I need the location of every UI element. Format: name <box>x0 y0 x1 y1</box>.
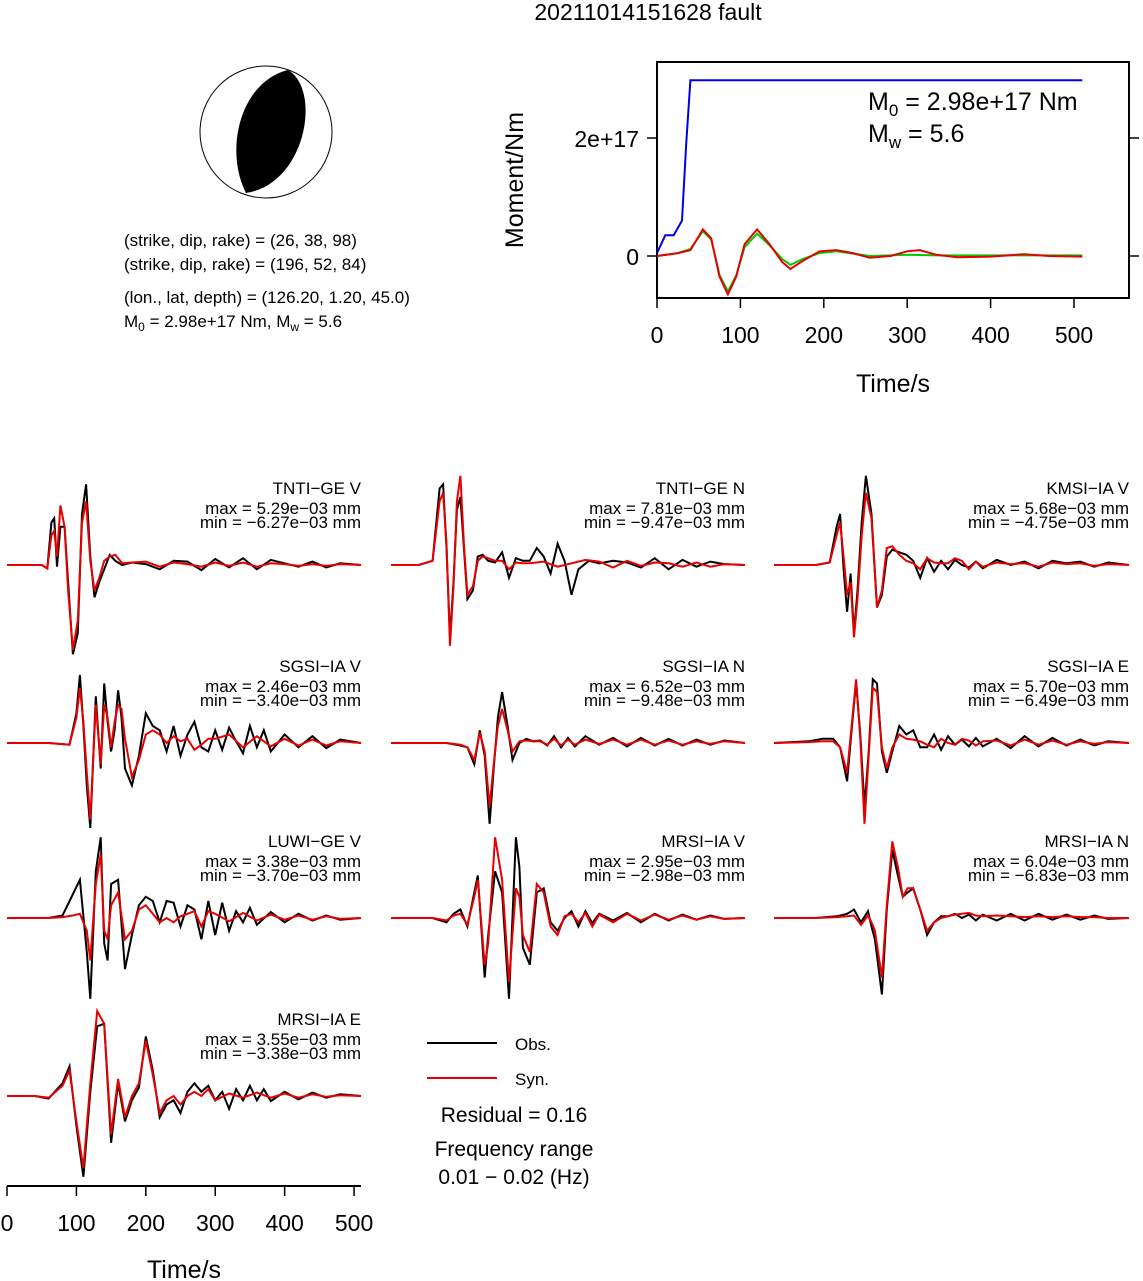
moment-xtick-label: 100 <box>721 322 759 348</box>
mechanism-plane2: (strike, dip, rake) = (196, 52, 84) <box>124 255 366 274</box>
station-min: min = −6.49e−03 mm <box>968 691 1129 710</box>
station-max: max = 5.68e−03 mm <box>973 499 1129 518</box>
moment-rate-red-line <box>656 227 1083 297</box>
waveform-xtick-label: 400 <box>265 1210 303 1236</box>
moment-lines <box>656 79 1083 297</box>
observed-waveform <box>391 691 746 824</box>
station-label: SGSI−IA V <box>279 657 361 676</box>
station-min: min = −3.38e−03 mm <box>200 1044 361 1063</box>
station-label: MRSI−IA V <box>661 832 745 851</box>
moment-frame <box>656 61 1130 299</box>
station-max: max = 5.29e−03 mm <box>205 499 361 518</box>
synthetic-waveform <box>774 492 1130 638</box>
synthetic-waveform <box>773 679 1130 824</box>
synthetic-waveform <box>391 708 746 807</box>
mechanism-plane1: (strike, dip, rake) = (26, 38, 98) <box>124 231 357 250</box>
station-label: LUWI−GE V <box>268 832 362 851</box>
waveform-xtick-label: 300 <box>196 1210 234 1236</box>
station-max: max = 2.95e−03 mm <box>589 852 745 871</box>
moment-ytick-label: 0 <box>626 244 639 270</box>
synthetic-waveform <box>774 841 1129 978</box>
waveform-xtick-label: 0 <box>1 1210 14 1236</box>
legend-residual: Residual = 0.16 <box>441 1104 588 1127</box>
station-max: max = 5.70e−03 mm <box>973 677 1129 696</box>
station-label: KMSI−IA V <box>1046 479 1129 498</box>
waveform-xlabel: Time/s <box>147 1256 221 1281</box>
moment-axes: 0 100 200 300 400 500 0 2e+17 <box>574 126 1139 348</box>
mechanism-info: (strike, dip, rake) = (26, 38, 98) (stri… <box>124 231 410 334</box>
observed-waveform <box>7 484 362 655</box>
observed-waveform <box>774 849 1130 995</box>
moment-xtick-label: 0 <box>651 322 664 348</box>
waveform-xtick-label: 200 <box>127 1210 165 1236</box>
legend-syn-label: Syn. <box>515 1070 549 1089</box>
station-max: max = 6.52e−03 mm <box>589 677 745 696</box>
moment-xtick-label: 400 <box>971 322 1009 348</box>
legend: Obs. Syn. Residual = 0.16 Frequency rang… <box>427 1035 593 1189</box>
moment-mw-annotation: Mw = 5.6 <box>868 120 964 152</box>
moment-xlabel: Time/s <box>856 370 930 398</box>
station-label: TNTI−GE V <box>273 479 362 498</box>
station-min: min = −4.75e−03 mm <box>968 513 1129 532</box>
synthetic-waveform <box>7 1007 362 1169</box>
synthetic-waveform <box>7 854 362 961</box>
station-min: min = −9.48e−03 mm <box>584 691 745 710</box>
station-max: max = 3.38e−03 mm <box>205 852 361 871</box>
cumulative-moment-line <box>656 79 1083 254</box>
mechanism-location: (lon., lat, depth) = (126.20, 1.20, 45.0… <box>124 288 410 307</box>
station-min: min = −9.47e−03 mm <box>584 513 745 532</box>
waveform-xtick-label: 100 <box>57 1210 95 1236</box>
moment-rate-green-line <box>656 229 1083 294</box>
moment-xtick-label: 300 <box>888 322 926 348</box>
synthetic-waveform <box>7 501 362 651</box>
station-label: TNTI−GE N <box>656 479 745 498</box>
station-min: min = −6.83e−03 mm <box>968 866 1129 885</box>
synthetic-waveform <box>7 687 362 820</box>
figure-title: 20211014151628 fault <box>534 0 762 25</box>
synthetic-waveform <box>391 475 746 646</box>
mechanism-magnitude: M0 = 2.98e+17 Nm, Mw = 5.6 <box>124 312 342 334</box>
station-label: SGSI−IA E <box>1047 657 1129 676</box>
station-min: min = −6.27e−03 mm <box>200 513 361 532</box>
station-label: MRSI−IA N <box>1044 832 1129 851</box>
beachball-compression-quadrant <box>236 70 306 193</box>
station-label: MRSI−IA E <box>277 1010 361 1029</box>
station-max: max = 3.55e−03 mm <box>205 1030 361 1049</box>
legend-frequency-label: Frequency range <box>435 1138 594 1161</box>
moment-ytick-label: 2e+17 <box>574 126 639 152</box>
legend-obs-label: Obs. <box>515 1035 551 1054</box>
moment-xtick-label: 500 <box>1055 322 1093 348</box>
station-max: max = 6.04e−03 mm <box>973 852 1129 871</box>
station-max: max = 2.46e−03 mm <box>205 677 361 696</box>
moment-ylabel: Moment/Nm <box>501 112 529 248</box>
station-max: max = 7.81e−03 mm <box>589 499 745 518</box>
station-min: min = −3.40e−03 mm <box>200 691 361 710</box>
station-min: min = −2.98e−03 mm <box>584 866 745 885</box>
waveform-time-axis: 0 100 200 300 400 500 <box>1 1185 373 1236</box>
waveform-xtick-label: 500 <box>335 1210 373 1236</box>
station-label: SGSI−IA N <box>662 657 745 676</box>
moment-xtick-label: 200 <box>805 322 843 348</box>
station-min: min = −3.70e−03 mm <box>200 866 361 885</box>
beachball <box>199 65 333 199</box>
moment-m0-annotation: M0 = 2.98e+17 Nm <box>868 88 1078 120</box>
synthetic-waveform <box>391 837 746 982</box>
legend-frequency-value: 0.01 − 0.02 (Hz) <box>438 1166 589 1189</box>
